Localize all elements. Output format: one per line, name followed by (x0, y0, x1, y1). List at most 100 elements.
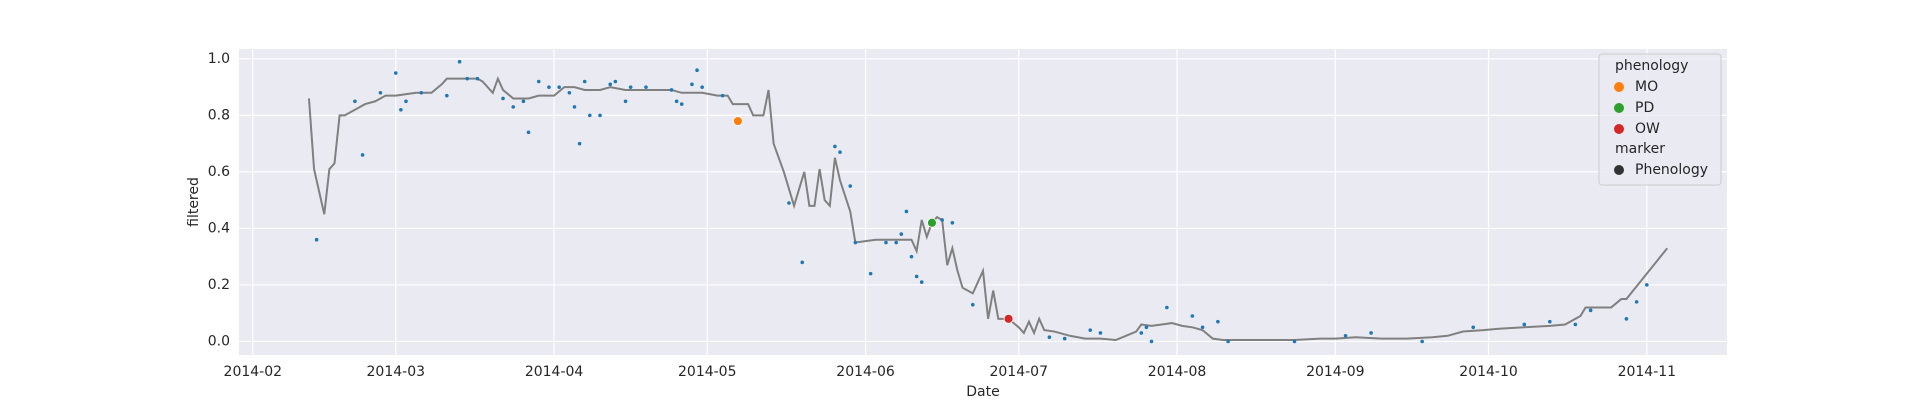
raw-point (1624, 317, 1629, 321)
raw-point (360, 153, 365, 157)
x-tick-label: 2014-02 (224, 364, 283, 380)
raw-point (399, 107, 403, 112)
raw-point (608, 82, 613, 87)
legend-title: marker (1615, 141, 1665, 157)
x-tick-label: 2014-06 (836, 364, 895, 380)
y-tick-label: 1.0 (208, 51, 230, 67)
raw-point (1471, 325, 1476, 330)
raw-point (690, 82, 694, 87)
legend-swatch (1614, 82, 1624, 92)
raw-point (1573, 322, 1578, 327)
y-tick-label: 0.6 (208, 164, 230, 180)
phenology-point (1003, 313, 1014, 324)
raw-point (526, 130, 531, 135)
x-tick-label: 2014-04 (525, 364, 584, 380)
phenology-point (927, 217, 937, 228)
raw-point (1548, 319, 1552, 324)
raw-point (582, 79, 587, 84)
raw-point (914, 274, 919, 279)
raw-point (613, 79, 618, 84)
legend-label: PD (1635, 100, 1654, 116)
raw-point (1226, 339, 1230, 344)
raw-point (1292, 339, 1297, 344)
raw-point (404, 99, 408, 104)
legend-title: phenology (1615, 58, 1688, 74)
x-tick-label: 2014-05 (678, 364, 737, 380)
phenology-point (732, 116, 743, 126)
raw-point (378, 90, 383, 95)
raw-point (644, 85, 648, 89)
raw-point (536, 79, 541, 84)
raw-point (465, 76, 470, 81)
x-tick-label: 2014-11 (1618, 364, 1677, 380)
raw-point (577, 141, 582, 146)
raw-point (1149, 339, 1154, 344)
legend-label: OW (1635, 121, 1660, 137)
raw-point (623, 99, 628, 104)
raw-point (598, 113, 602, 118)
x-tick-label: 2014-10 (1459, 364, 1518, 380)
y-tick-label: 0.4 (208, 220, 230, 236)
plot-area (239, 49, 1727, 355)
raw-point (393, 71, 398, 75)
raw-point (674, 99, 679, 104)
raw-point (1420, 339, 1424, 344)
raw-point (419, 90, 424, 95)
raw-point (1216, 319, 1220, 324)
legend-swatch (1614, 165, 1624, 175)
raw-point (919, 280, 924, 284)
raw-point (1369, 331, 1373, 335)
raw-point (904, 209, 909, 214)
raw-point (445, 93, 449, 98)
raw-point (1144, 325, 1149, 330)
raw-point (950, 220, 955, 225)
x-axis-label: Date (966, 384, 999, 400)
raw-point (787, 201, 791, 205)
raw-point (457, 59, 462, 64)
raw-point (720, 93, 725, 98)
raw-point (838, 150, 842, 154)
y-tick-label: 0.8 (208, 107, 230, 123)
raw-point (1634, 300, 1639, 304)
raw-point (679, 102, 684, 106)
raw-point (628, 85, 633, 89)
raw-point (521, 99, 526, 104)
raw-point (1088, 328, 1093, 332)
raw-point (557, 85, 561, 89)
raw-point (1098, 331, 1103, 335)
filtered-line (307, 76, 1669, 342)
raw-point (695, 68, 699, 72)
raw-point (1645, 283, 1649, 287)
raw-point (475, 76, 480, 81)
raw-point (909, 254, 914, 259)
raw-point (970, 302, 975, 307)
legend-label: MO (1635, 79, 1658, 95)
raw-point (588, 113, 592, 118)
raw-point (848, 184, 853, 188)
raw-point (853, 240, 858, 245)
raw-point (833, 144, 837, 149)
raw-point (501, 96, 505, 101)
raw-point (1190, 314, 1195, 318)
raw-point (884, 240, 888, 245)
raw-point (899, 232, 904, 236)
raw-point (940, 218, 944, 222)
raw-point (353, 99, 357, 104)
y-axis-label: filtered (186, 177, 202, 227)
raw-point (314, 237, 319, 242)
y-tick-label: 0.0 (208, 333, 230, 349)
raw-point (1139, 331, 1144, 335)
raw-point (1343, 333, 1348, 338)
legend-label: Phenology (1635, 162, 1708, 178)
raw-point (868, 271, 873, 276)
raw-point (1588, 308, 1593, 313)
legend-box (1598, 53, 1722, 186)
legend-swatch (1614, 124, 1624, 134)
x-tick-label: 2014-07 (989, 364, 1048, 380)
raw-point (669, 88, 674, 92)
legend-swatch (1614, 103, 1624, 113)
raw-point (1165, 305, 1169, 310)
x-tick-label: 2014-09 (1306, 364, 1365, 380)
